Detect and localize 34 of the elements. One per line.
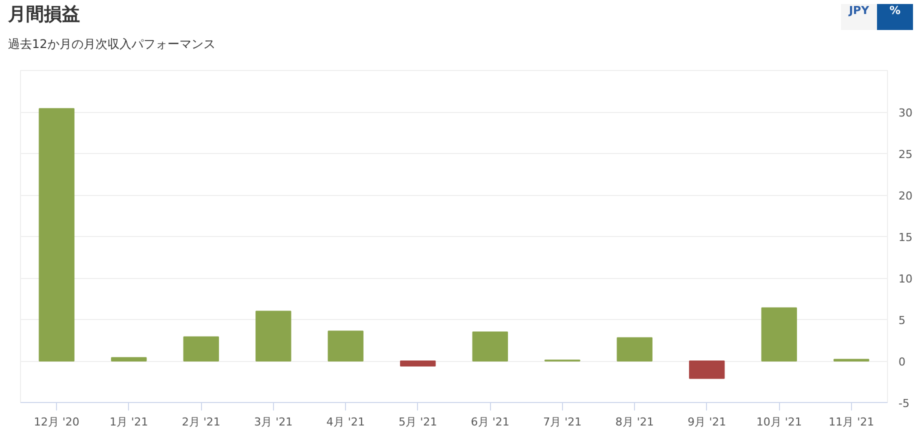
y-tick-label: -5 [898,397,910,410]
x-tick-label: 12月 '20 [34,416,80,428]
y-tick-label: 30 [898,106,912,120]
x-tick-label: 9月 '21 [688,416,726,428]
bar [38,108,74,362]
bar [328,330,364,362]
x-tick-label: 8月 '21 [615,416,654,428]
x-tick-label: 1月 '21 [110,416,148,428]
bar [111,357,147,362]
text: % [877,4,913,30]
bar [400,360,436,366]
x-tick-label: 3月 '21 [254,416,293,428]
x-tick-label: 6月 '21 [470,416,510,428]
bar [761,307,797,362]
y-tick-label: 20 [898,190,912,202]
y-tick-label: 0 [898,356,906,368]
x-tick-label: 4月 '21 [326,416,365,428]
chart-title: 月間損益 [8,3,80,27]
x-tick-label: 2月 '21 [182,416,220,428]
chart-subtitle: 過去12か月の月次収入パフォーマンス [8,36,216,53]
bar [616,337,652,362]
x-tick-label: 5月 '21 [398,416,438,428]
y-tick-label: 10 [898,272,912,286]
bar [689,360,725,379]
x-tick-label: 10月 '21 [756,416,802,428]
bar [472,331,508,362]
y-tick-label: 5 [898,314,906,327]
bar [183,336,219,362]
y-tick-label: 25 [898,148,912,161]
x-tick-label: 7月 '21 [543,416,582,428]
y-tick-label: 15 [898,231,912,244]
bar [256,310,292,362]
text: JPY [841,4,877,30]
x-tick-label: 11月 '21 [828,416,874,428]
